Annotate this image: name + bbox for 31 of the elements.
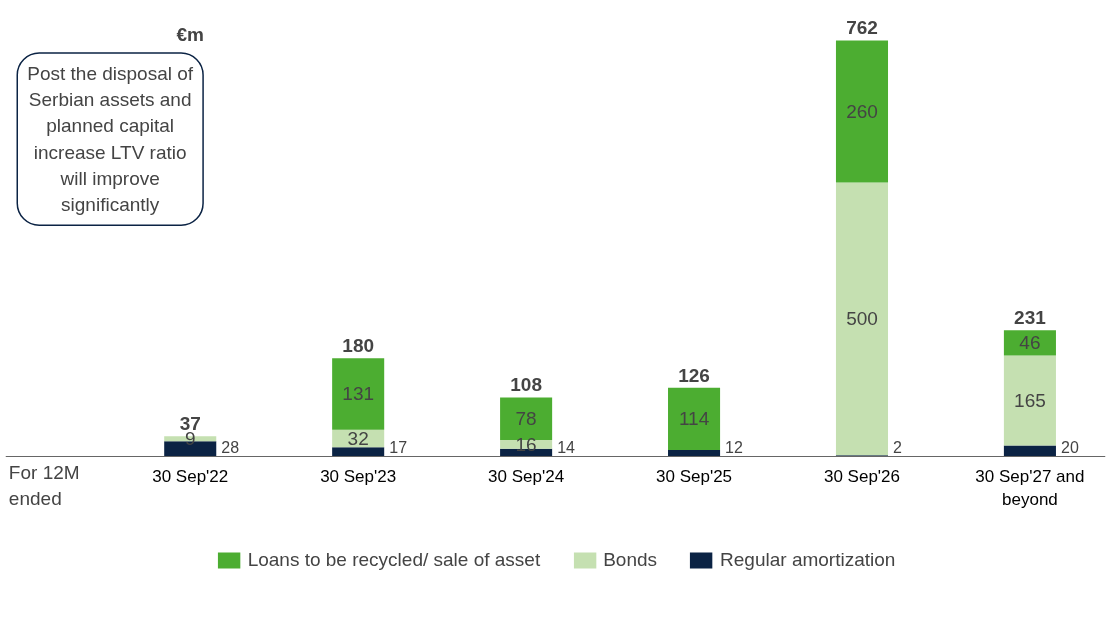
x-tick-label: 30 Sep'27 and beyond (975, 467, 1085, 510)
data-label: 17 (389, 439, 408, 457)
x-tick-label: 30 Sep'23 (320, 467, 397, 487)
data-label: 14 (557, 439, 576, 457)
data-label: 28 (221, 439, 240, 457)
x-tick-label: 30 Sep'22 (152, 467, 229, 487)
data-label: 114 (678, 408, 710, 430)
chart-title: €m (176, 23, 204, 45)
data-label: 12 (725, 439, 744, 457)
data-label: 46 (1019, 332, 1041, 354)
data-label: 32 (347, 427, 369, 449)
legend-label: Bonds (603, 549, 658, 571)
total-label: 126 (678, 364, 710, 386)
data-label: 500 (846, 308, 878, 330)
data-label: 2 (893, 439, 903, 457)
legend-label: Loans to be recycled/ sale of asset (247, 549, 541, 571)
total-label: 108 (510, 374, 542, 396)
data-label: 260 (846, 100, 878, 122)
x-axis-title: For 12M ended (8, 462, 80, 509)
x-tick-label: 30 Sep'24 (488, 467, 565, 487)
total-label: 180 (342, 335, 375, 357)
data-label: 78 (515, 408, 537, 430)
data-label: 20 (1061, 439, 1079, 457)
annotation: Post the disposal of Serbian assets and planned capital increase LTV ratio will improve significantly (27, 62, 194, 216)
total-label: 762 (846, 17, 878, 39)
x-tick-label: 30 Sep'26 (823, 467, 901, 487)
data-label: 131 (342, 383, 375, 405)
data-label: 165 (1014, 389, 1046, 411)
x-tick-label: 30 Sep'25 (656, 467, 733, 487)
legend-label: Regular amortization (720, 549, 896, 571)
total-label: 231 (1014, 307, 1047, 329)
